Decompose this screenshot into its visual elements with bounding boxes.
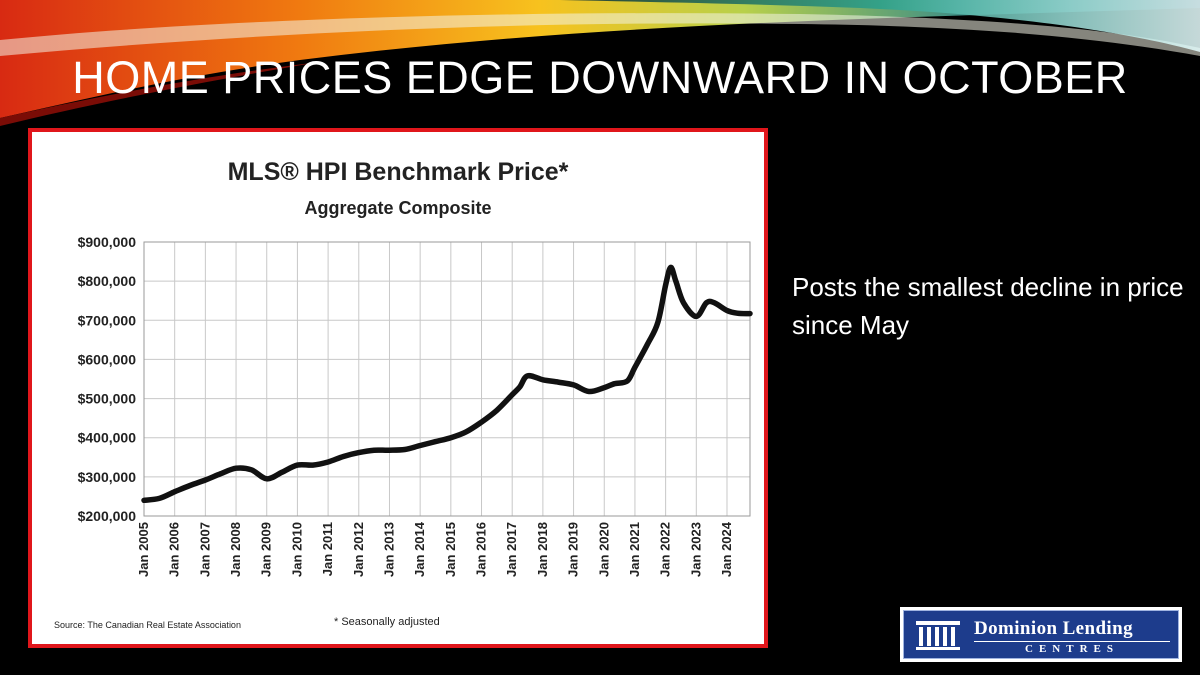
y-tick-label: $200,000 bbox=[78, 508, 137, 524]
y-tick-label: $700,000 bbox=[78, 312, 137, 328]
y-tick-label: $600,000 bbox=[78, 351, 137, 367]
chart-title: MLS® HPI Benchmark Price* bbox=[227, 158, 569, 186]
source-note: Source: The Canadian Real Estate Associa… bbox=[54, 620, 241, 630]
logo-divider bbox=[974, 641, 1170, 642]
x-tick-label: Jan 2011 bbox=[320, 522, 335, 576]
x-tick-label: Jan 2007 bbox=[197, 522, 212, 577]
x-tick-label: Jan 2006 bbox=[167, 522, 182, 577]
chart-subtitle: Aggregate Composite bbox=[304, 198, 492, 218]
x-tick-label: Jan 2020 bbox=[596, 522, 611, 577]
side-commentary: Posts the smallest decline in price sinc… bbox=[792, 272, 1184, 340]
line-chart: $200,000 $300,000 $400,000 $500,000 $600,000… bbox=[78, 234, 753, 577]
y-tick-label: $800,000 bbox=[78, 273, 137, 289]
logo-name: Dominion Lending bbox=[974, 618, 1133, 639]
benchmark-price-line bbox=[141, 264, 753, 504]
x-tick-label: Jan 2009 bbox=[259, 522, 274, 577]
logo-subtitle: CENTRES bbox=[1025, 643, 1119, 655]
y-tick-label: $400,000 bbox=[78, 430, 137, 446]
x-tick-label: Jan 2014 bbox=[412, 521, 427, 577]
x-tick-label: Jan 2010 bbox=[289, 522, 304, 577]
header-swoosh bbox=[0, 0, 1200, 126]
x-tick-label: Jan 2022 bbox=[658, 522, 673, 577]
x-tick-label: Jan 2015 bbox=[443, 522, 458, 577]
plot-area-border bbox=[143, 241, 751, 517]
y-tick-label: $900,000 bbox=[78, 234, 137, 250]
x-tick-label: Jan 2019 bbox=[566, 522, 581, 577]
x-tick-label: Jan 2024 bbox=[719, 521, 734, 577]
x-tick-label: Jan 2018 bbox=[535, 522, 550, 577]
x-tick-label: Jan 2008 bbox=[228, 522, 243, 577]
y-tick-label: $300,000 bbox=[78, 469, 137, 485]
chart-frame: $200,000 $300,000 $400,000 $500,000 $600,000… bbox=[28, 128, 768, 648]
slide-title: HOME PRICES EDGE DOWNWARD IN OCTOBER bbox=[72, 52, 1128, 103]
dominion-lending-logo: Dominion Lending CENTRES bbox=[900, 607, 1182, 662]
x-tick-label: Jan 2013 bbox=[381, 522, 396, 577]
x-tick-label: Jan 2016 bbox=[474, 522, 489, 577]
x-tick-label: Jan 2023 bbox=[688, 522, 703, 577]
x-tick-label: Jan 2021 bbox=[627, 522, 642, 577]
y-tick-label: $500,000 bbox=[78, 391, 137, 407]
seasonal-footnote: * Seasonally adjusted bbox=[334, 616, 440, 628]
x-tick-label: Jan 2005 bbox=[136, 522, 151, 577]
x-tick-label: Jan 2017 bbox=[504, 522, 519, 577]
x-tick-label: Jan 2012 bbox=[351, 522, 366, 577]
building-columns-icon bbox=[916, 621, 960, 650]
